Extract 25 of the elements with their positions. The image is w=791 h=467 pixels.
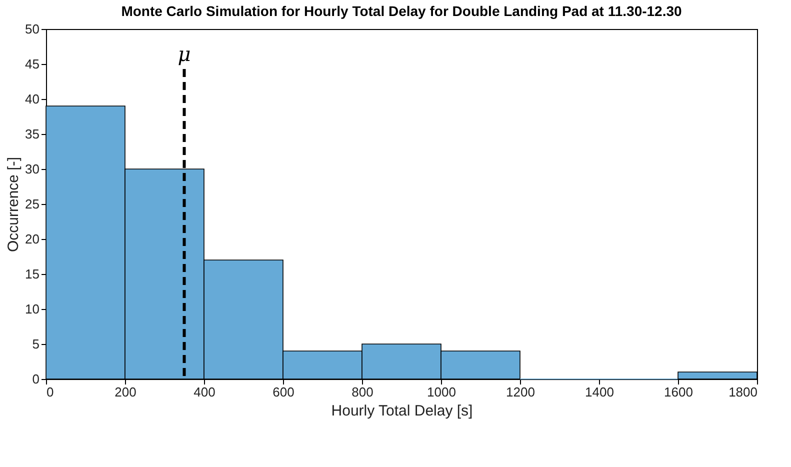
x-tick-label: 200 <box>114 384 136 400</box>
y-tick-label: 10 <box>25 302 40 316</box>
y-tick-label: 40 <box>25 92 40 106</box>
x-tick-label: 800 <box>352 384 374 400</box>
x-tick-label: 400 <box>194 384 216 400</box>
y-tick-label: 45 <box>25 56 40 72</box>
ref-line-label: μ <box>178 42 191 66</box>
y-tick-label: 0 <box>32 372 40 386</box>
chart-title: Monte Carlo Simulation for Hourly Total Delay for Double Landing Pad at 11.30-12.30 <box>121 3 682 19</box>
y-tick-label: 50 <box>25 22 40 36</box>
y-tick-label: 25 <box>25 196 40 212</box>
y-tick-label: 30 <box>25 162 40 176</box>
x-axis-title: Hourly Total Delay [s] <box>331 402 473 420</box>
y-tick-label: 35 <box>25 126 40 142</box>
x-tick-label: 1200 <box>506 384 535 400</box>
y-tick-label: 5 <box>32 336 40 352</box>
x-tick-label: 0 <box>46 384 54 400</box>
x-tick-label: 1400 <box>585 384 614 400</box>
y-tick-label: 20 <box>25 232 40 246</box>
x-tick-label: 600 <box>272 384 294 400</box>
x-tick-label: 1000 <box>427 384 456 400</box>
y-tick-label: 15 <box>25 266 40 282</box>
x-tick-label: 1800 <box>728 384 758 400</box>
x-tick-label: 1600 <box>664 384 693 400</box>
y-axis-title: Occurrence [-] <box>5 156 22 252</box>
